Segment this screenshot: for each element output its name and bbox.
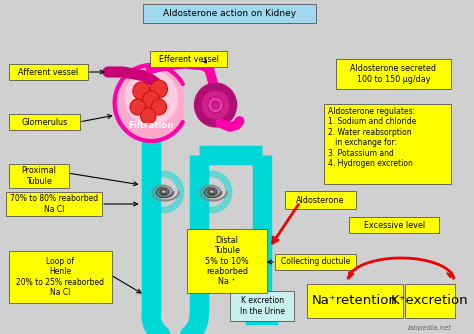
FancyBboxPatch shape	[307, 284, 403, 318]
Circle shape	[201, 90, 230, 120]
Polygon shape	[115, 65, 183, 141]
Text: Glomerulus: Glomerulus	[21, 118, 68, 127]
Circle shape	[208, 97, 223, 113]
FancyBboxPatch shape	[349, 217, 439, 233]
Circle shape	[212, 101, 219, 109]
FancyBboxPatch shape	[285, 191, 356, 209]
Circle shape	[130, 99, 146, 115]
Circle shape	[143, 91, 160, 109]
FancyBboxPatch shape	[9, 64, 88, 80]
FancyBboxPatch shape	[6, 192, 102, 216]
FancyBboxPatch shape	[144, 4, 317, 23]
Text: Afferent vessel: Afferent vessel	[18, 67, 78, 76]
FancyBboxPatch shape	[150, 51, 227, 67]
Text: Proximal
Tubule: Proximal Tubule	[21, 166, 56, 186]
Text: K excretion
In the Urine: K excretion In the Urine	[240, 296, 284, 316]
Text: labpedia.net: labpedia.net	[408, 325, 452, 331]
Circle shape	[194, 83, 237, 127]
Text: Loop of
Henle
20% to 25% reaborbed
Na Cl: Loop of Henle 20% to 25% reaborbed Na Cl	[16, 257, 104, 297]
FancyBboxPatch shape	[275, 254, 356, 270]
FancyBboxPatch shape	[336, 59, 451, 89]
Text: Filtration: Filtration	[128, 121, 174, 130]
Text: Aldosterone regulates:
1. Sodium and chloride
2. Water reabsorption
   in exchan: Aldosterone regulates: 1. Sodium and chl…	[328, 107, 416, 168]
Text: K⁺excretion: K⁺excretion	[391, 295, 469, 308]
Text: Excessive level: Excessive level	[364, 220, 425, 229]
Circle shape	[150, 80, 167, 98]
Circle shape	[141, 108, 156, 124]
FancyBboxPatch shape	[9, 164, 69, 188]
Circle shape	[124, 70, 178, 126]
Text: 70% to 80% reaborbed
Na Cl: 70% to 80% reaborbed Na Cl	[10, 194, 98, 214]
Text: Distal
Tubule
5% to 10%
reaborbed
Na ⁺: Distal Tubule 5% to 10% reaborbed Na ⁺	[205, 236, 249, 286]
Text: Aldosterone action on Kidney: Aldosterone action on Kidney	[164, 9, 297, 18]
FancyBboxPatch shape	[9, 251, 112, 303]
FancyBboxPatch shape	[9, 114, 80, 130]
FancyBboxPatch shape	[230, 291, 294, 321]
FancyBboxPatch shape	[405, 284, 455, 318]
Text: Na⁺retention: Na⁺retention	[312, 295, 398, 308]
Text: Aldosterone: Aldosterone	[296, 195, 345, 204]
Text: Aldosterone secreted
100 to 150 µg/day: Aldosterone secreted 100 to 150 µg/day	[350, 64, 436, 84]
Circle shape	[151, 99, 166, 115]
Circle shape	[133, 82, 150, 100]
Text: Collecting ductule: Collecting ductule	[281, 258, 350, 267]
Text: Efferent vessel: Efferent vessel	[159, 54, 219, 63]
FancyBboxPatch shape	[187, 229, 267, 293]
FancyBboxPatch shape	[324, 104, 451, 184]
